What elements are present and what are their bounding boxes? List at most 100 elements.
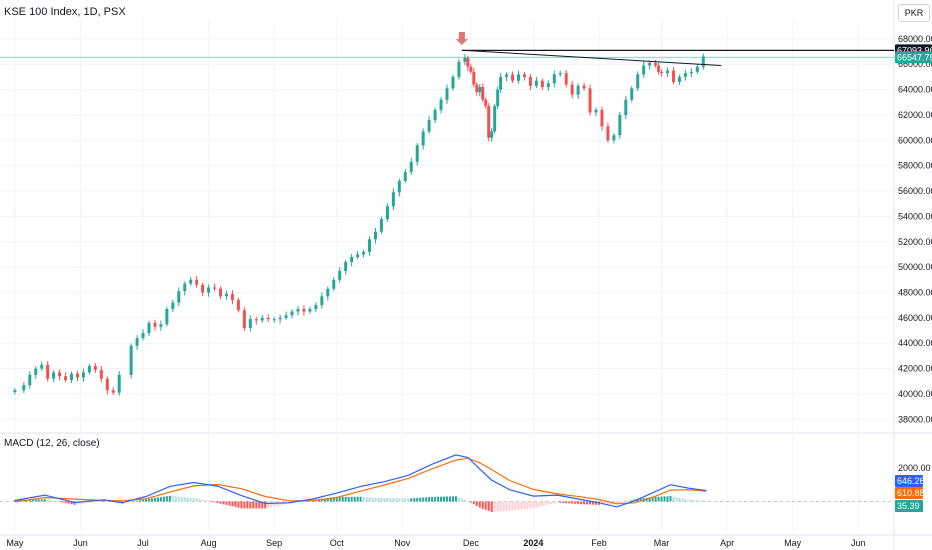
macd-line xyxy=(14,454,707,508)
candle-body xyxy=(296,308,300,312)
macd-histogram-bar xyxy=(249,501,252,509)
macd-histogram-bar xyxy=(669,496,672,502)
macd-histogram-bar xyxy=(201,499,204,502)
candle-body xyxy=(439,99,443,110)
macd-histogram-bar xyxy=(541,501,544,507)
macd-histogram-bar xyxy=(460,498,463,502)
macd-histogram-bar xyxy=(204,500,207,502)
macd-histogram-bar xyxy=(180,496,183,502)
macd-histogram-bar xyxy=(401,498,404,502)
macd-histogram-bar xyxy=(359,496,362,502)
candle-body xyxy=(207,287,211,293)
macd-histogram-bar xyxy=(165,496,168,502)
macd-histogram-bar xyxy=(648,497,651,502)
currency-button[interactable]: PKR xyxy=(898,4,930,22)
macd-histogram-bar xyxy=(88,501,91,503)
macd-histogram-bar xyxy=(431,496,434,502)
time-tick-label: Jun xyxy=(851,538,866,548)
macd-histogram-bar xyxy=(687,499,690,502)
macd-histogram-bar xyxy=(377,497,380,502)
macd-histogram-bar xyxy=(574,501,577,504)
macd-histogram-bar xyxy=(142,499,145,502)
macd-histogram-bar xyxy=(64,501,67,504)
macd-histogram-bar xyxy=(28,499,31,502)
macd-histogram-bar xyxy=(624,501,627,502)
macd-histogram-bar xyxy=(422,497,425,502)
candle-body xyxy=(490,131,494,138)
macd-histogram-bar xyxy=(440,496,443,502)
macd-histogram-bar xyxy=(159,497,162,502)
candle-body xyxy=(87,366,91,373)
macd-histogram-bar xyxy=(332,497,335,502)
macd-histogram-bar xyxy=(446,496,448,502)
candle-body xyxy=(58,372,62,377)
price-tick-label: 68000.00 xyxy=(898,34,932,44)
price-tick-label: 62000.00 xyxy=(898,110,932,120)
down-arrow-marker xyxy=(455,31,468,45)
macd-histogram-bar xyxy=(91,501,94,503)
macd-histogram-bar xyxy=(475,501,478,506)
macd-histogram-bar xyxy=(85,501,88,504)
candle-body xyxy=(457,61,461,77)
macd-histogram-bar xyxy=(374,497,377,502)
macd-histogram-bar xyxy=(329,497,332,502)
macd-histogram-bar xyxy=(499,501,502,512)
macd-histogram-bar xyxy=(702,500,705,502)
macd-histogram-bar xyxy=(234,501,237,508)
candle-body xyxy=(472,71,476,85)
candle-body xyxy=(540,80,544,88)
candle-body xyxy=(600,109,604,127)
macd-histogram-bar xyxy=(484,501,487,510)
macd-histogram-bar xyxy=(410,498,413,502)
candle-body xyxy=(219,288,223,297)
candle-body xyxy=(338,270,342,280)
candle-body xyxy=(314,305,318,309)
macd-histogram-bar xyxy=(550,501,553,505)
candle-body xyxy=(588,88,592,113)
candle-body xyxy=(159,324,163,327)
macd-histogram-bar xyxy=(145,499,148,502)
price-tick-label: 46000.00 xyxy=(898,313,932,323)
time-tick-label: Sep xyxy=(266,538,282,548)
candle-body xyxy=(493,106,497,132)
candle-body xyxy=(499,76,503,90)
macd-histogram-bar xyxy=(603,501,606,505)
price-tick-label: 58000.00 xyxy=(898,161,932,171)
macd-histogram-bar xyxy=(529,501,532,509)
macd-histogram-bar xyxy=(392,498,395,502)
candle-body xyxy=(320,296,324,306)
candle-body xyxy=(308,308,312,312)
macd-histogram-bar xyxy=(639,498,642,502)
candle-body xyxy=(165,308,169,325)
macd-histogram-bar xyxy=(46,499,49,502)
macd-histogram-bar xyxy=(231,501,234,507)
macd-histogram-bar xyxy=(237,501,240,508)
macd-histogram-bar xyxy=(609,501,612,505)
macd-histogram-bar xyxy=(365,497,368,502)
macd-histogram-bar xyxy=(532,501,535,509)
macd-histogram-bar xyxy=(386,498,389,502)
candle-body xyxy=(230,293,234,301)
macd-histogram-bar xyxy=(592,501,595,505)
candle-body xyxy=(606,126,610,141)
candle-body xyxy=(594,109,598,113)
candle-body xyxy=(52,372,56,379)
time-tick-label: Oct xyxy=(330,538,345,548)
candle-body xyxy=(660,71,664,74)
candle-body xyxy=(326,288,330,297)
candle-body xyxy=(612,135,616,141)
candle-body xyxy=(558,73,562,75)
macd-histogram-bar xyxy=(654,496,657,502)
macd-histogram-bar xyxy=(487,501,490,511)
candle-body xyxy=(302,308,306,312)
macd-histogram-bar xyxy=(106,501,109,502)
macd-histogram-bar xyxy=(264,501,267,509)
macd-histogram-bar xyxy=(553,501,556,504)
time-tick-label: Jul xyxy=(137,538,149,548)
macd-histogram-bar xyxy=(252,501,255,509)
macd-histogram-bar xyxy=(267,501,270,508)
candle-body xyxy=(248,319,252,329)
macd-histogram-bar xyxy=(243,501,246,509)
macd-histogram-bar xyxy=(34,499,37,502)
